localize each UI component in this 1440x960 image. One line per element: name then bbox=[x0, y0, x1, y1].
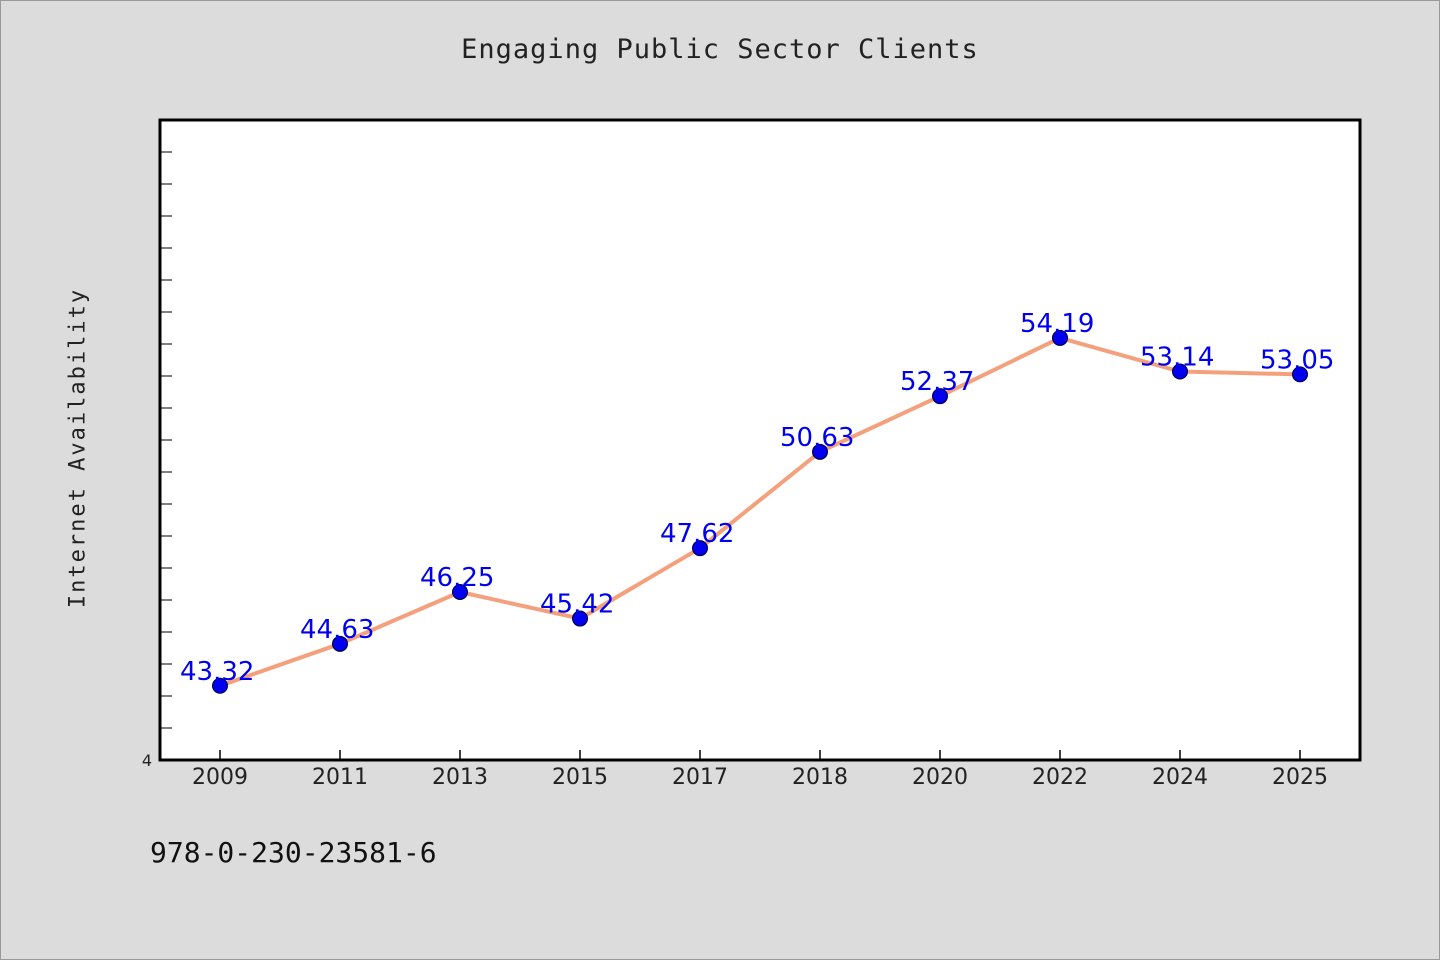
data-label: 53.05 bbox=[1260, 345, 1334, 375]
data-label: 52.37 bbox=[900, 367, 974, 397]
y-tick-label: 4 bbox=[142, 751, 152, 770]
data-point bbox=[1052, 329, 1068, 346]
data-point bbox=[692, 540, 708, 557]
data-labels: 43.32 44.63 46.25 45.42 47.62 50.63 52.37 54.19… bbox=[180, 309, 1334, 687]
series-line-group bbox=[219, 335, 1301, 688]
x-tick-label: 2009 bbox=[192, 765, 248, 790]
data-point bbox=[1172, 363, 1188, 380]
x-tick-label: 2013 bbox=[432, 765, 488, 790]
x-tick-label: 2017 bbox=[672, 765, 728, 790]
data-point bbox=[812, 443, 828, 460]
data-label: 43.32 bbox=[180, 657, 254, 687]
data-label: 50.63 bbox=[780, 423, 854, 453]
data-label: 44.63 bbox=[300, 615, 374, 645]
data-point bbox=[1292, 366, 1308, 383]
x-tick-label: 2024 bbox=[1152, 765, 1208, 790]
y-axis-ticks: 4 bbox=[142, 151, 172, 770]
data-label: 45.42 bbox=[540, 590, 614, 620]
x-axis-ticks: 2009 2011 2013 2015 2017 2018 2020 2022 2024 2025 bbox=[192, 750, 1328, 790]
data-label: 53.14 bbox=[1140, 343, 1214, 373]
x-tick-label: 2020 bbox=[912, 765, 968, 790]
series-line bbox=[219, 335, 1301, 688]
data-label: 54.19 bbox=[1020, 309, 1094, 339]
x-tick-label: 2011 bbox=[312, 765, 368, 790]
data-point bbox=[932, 388, 948, 405]
plot-area bbox=[158, 118, 1362, 762]
x-tick-label: 2018 bbox=[792, 765, 848, 790]
data-point bbox=[212, 677, 228, 694]
data-markers bbox=[212, 329, 1308, 694]
data-label: 46.25 bbox=[420, 563, 494, 593]
data-label: 47.62 bbox=[660, 519, 734, 549]
data-point bbox=[572, 610, 588, 627]
x-tick-label: 2015 bbox=[552, 765, 608, 790]
data-point bbox=[332, 635, 348, 652]
data-point bbox=[452, 584, 468, 600]
chart-title: Engaging Public Sector Clients bbox=[461, 34, 979, 65]
footer-code: 978-0-230-23581-6 bbox=[150, 836, 437, 869]
x-tick-label: 2022 bbox=[1032, 765, 1088, 790]
x-tick-label: 2025 bbox=[1272, 765, 1328, 790]
